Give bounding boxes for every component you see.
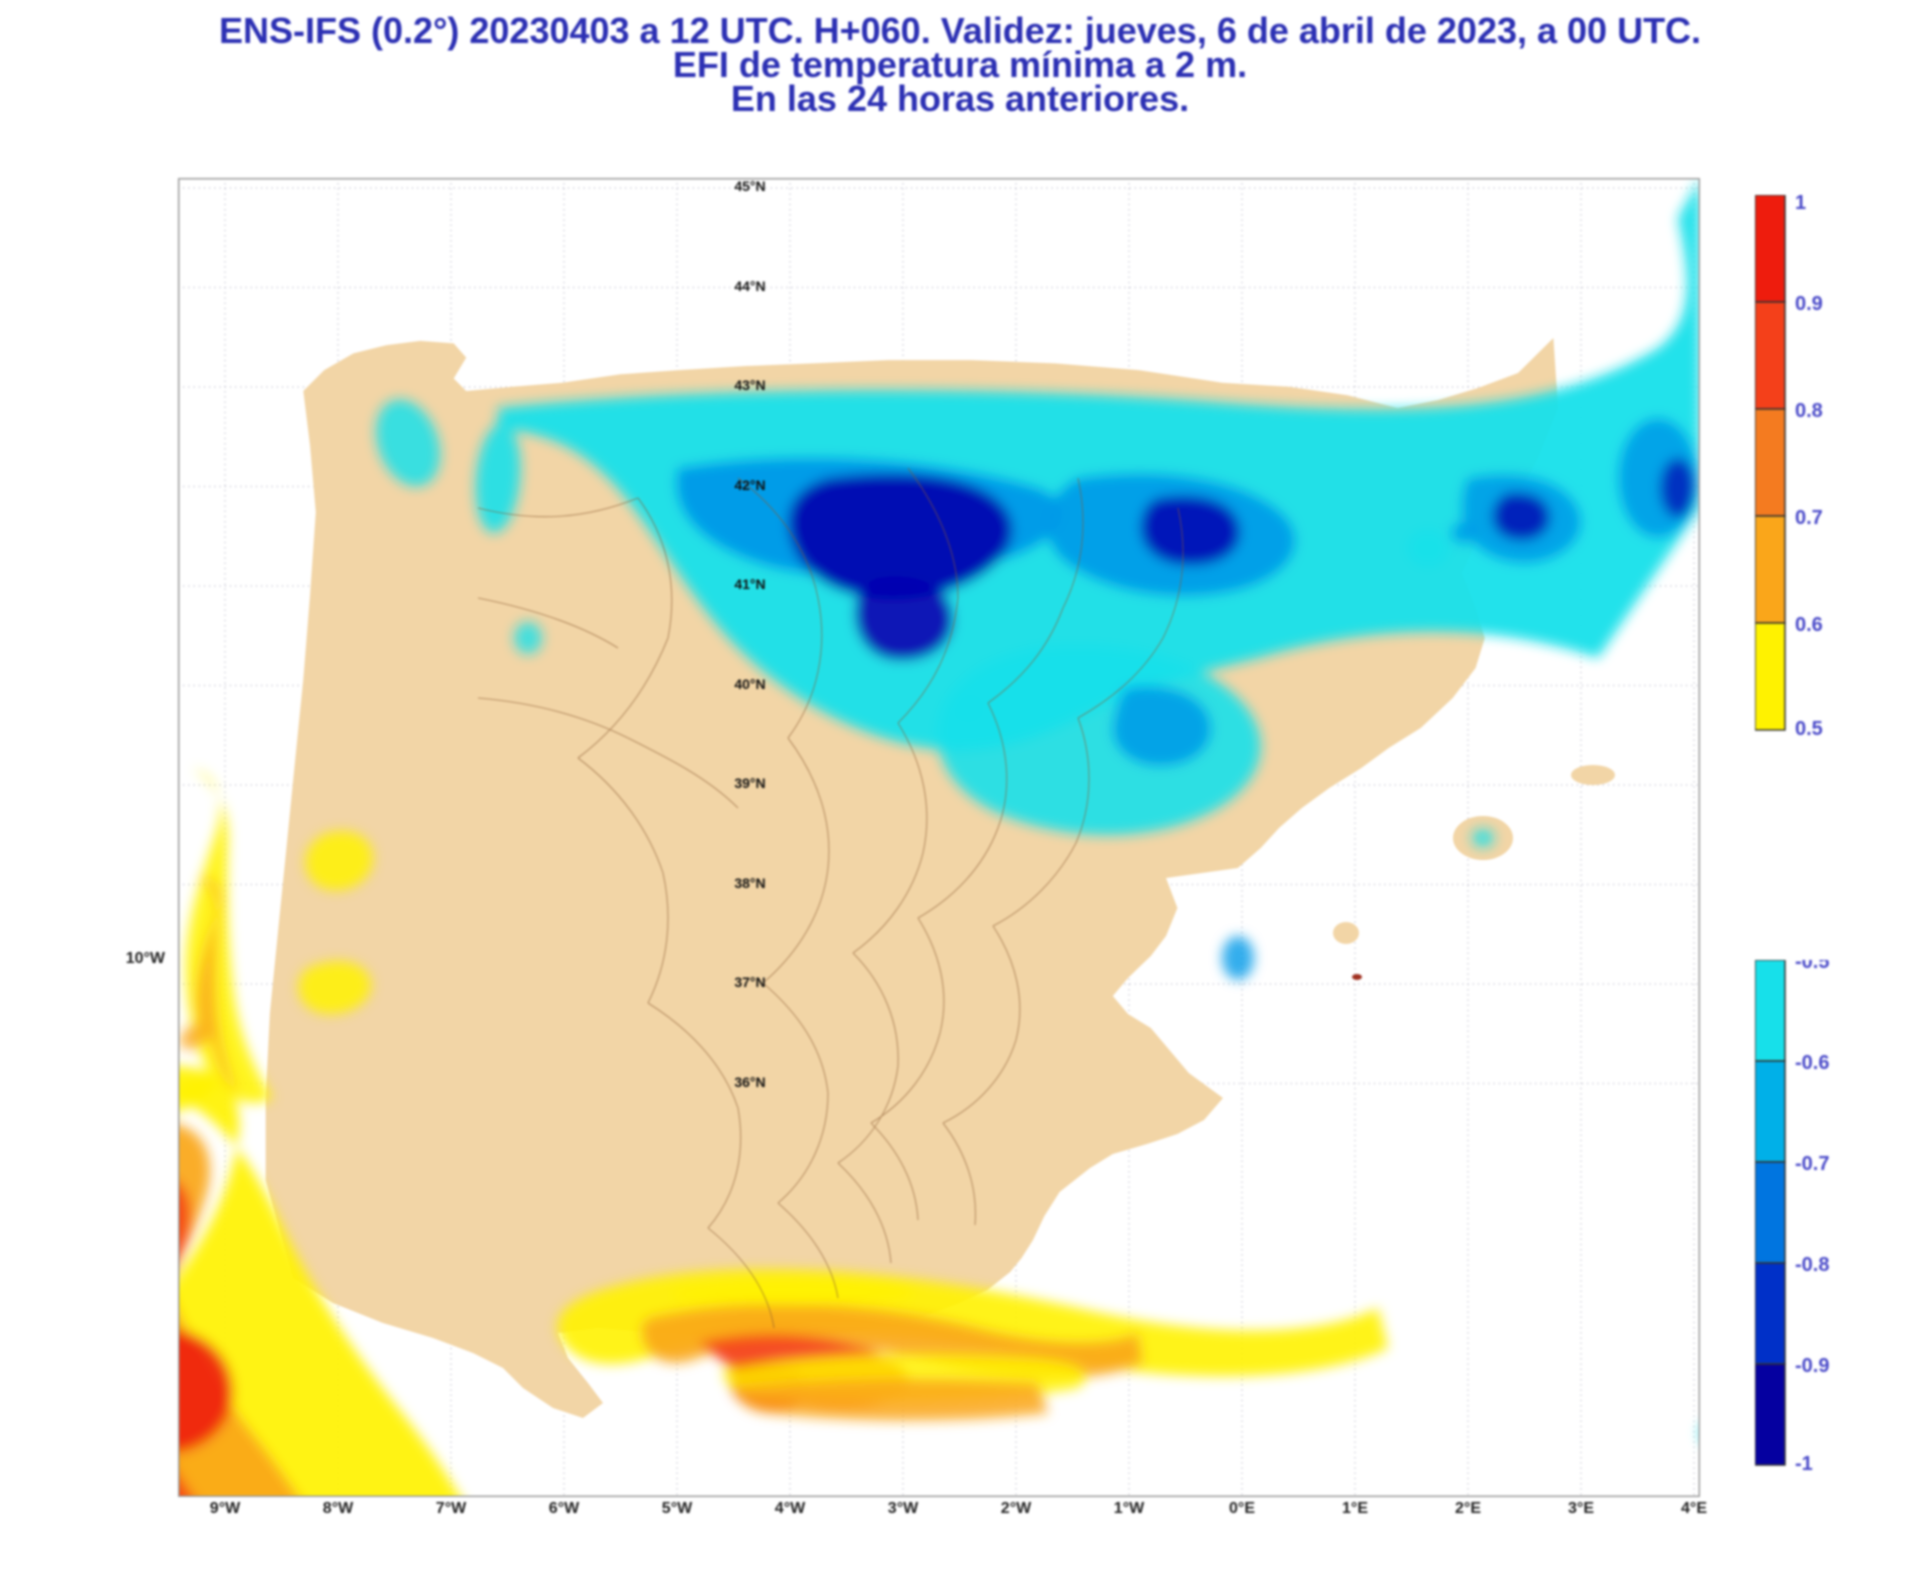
svg-text:-1: -1 <box>1795 1453 1813 1475</box>
svg-text:0.8: 0.8 <box>1795 400 1823 422</box>
svg-text:-0.5: -0.5 <box>1795 960 1829 973</box>
svg-text:-0.8: -0.8 <box>1795 1254 1829 1276</box>
svg-text:0.6: 0.6 <box>1795 614 1823 636</box>
svg-text:-0.9: -0.9 <box>1795 1355 1829 1377</box>
svg-text:0.9: 0.9 <box>1795 293 1823 315</box>
svg-text:0.5: 0.5 <box>1795 718 1823 740</box>
svg-text:1: 1 <box>1795 195 1806 214</box>
svg-text:-0.6: -0.6 <box>1795 1052 1829 1074</box>
svg-text:-0.7: -0.7 <box>1795 1153 1829 1175</box>
svg-text:0.7: 0.7 <box>1795 507 1823 529</box>
